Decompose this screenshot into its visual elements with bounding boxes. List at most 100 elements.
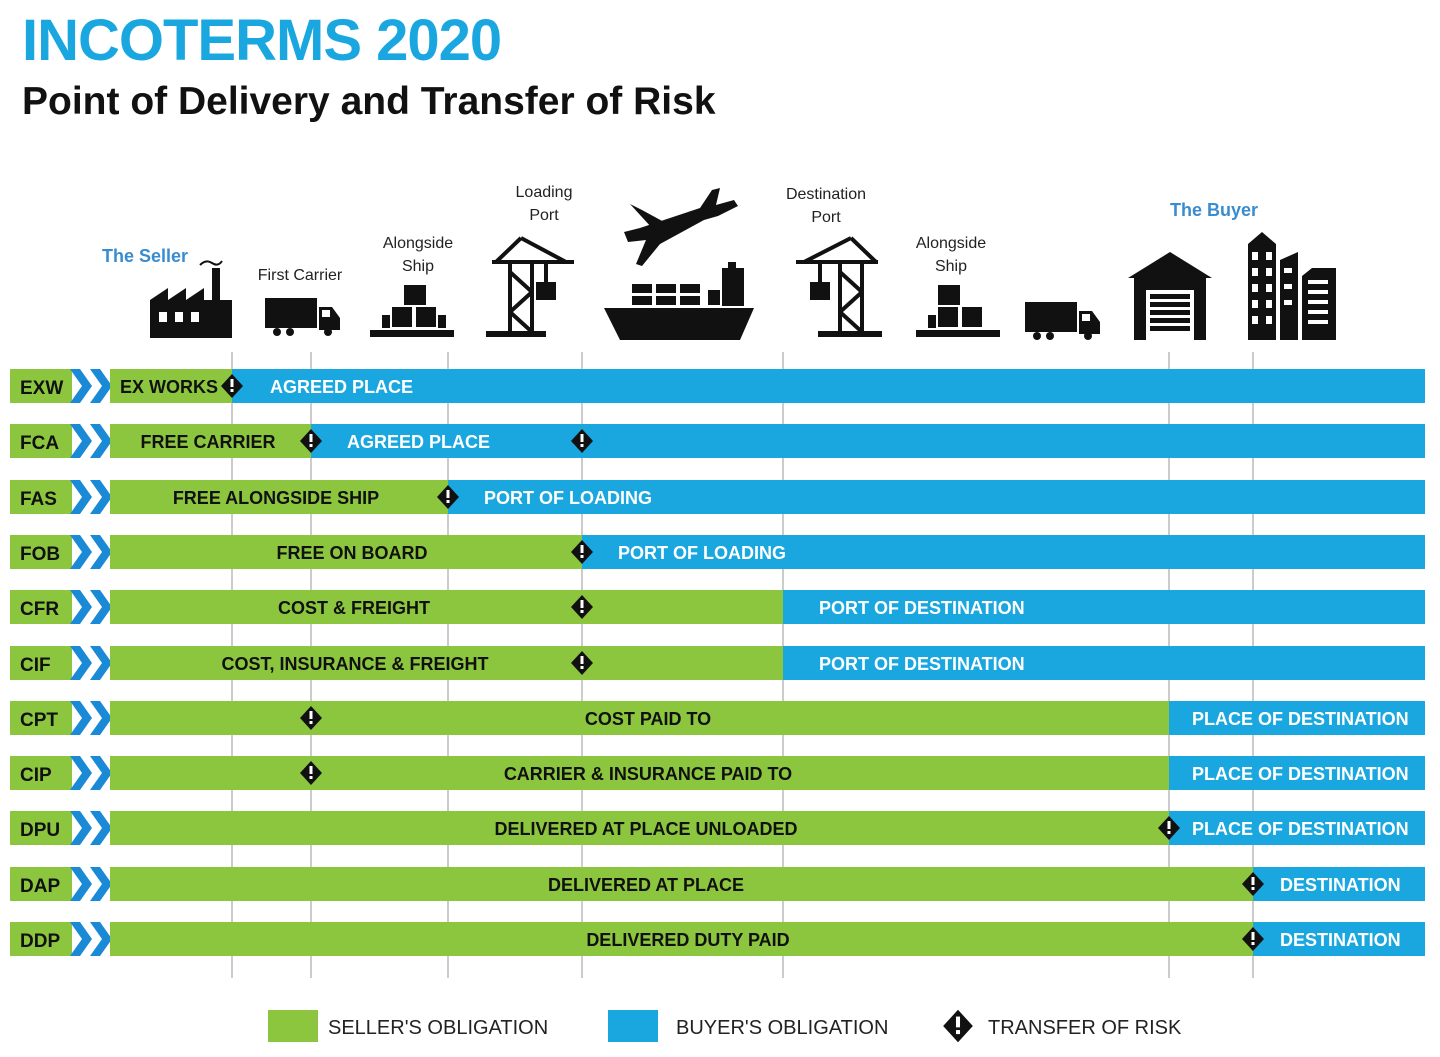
factory-icon	[150, 260, 232, 338]
buyer-obligation-label: PLACE OF DESTINATION	[1192, 764, 1409, 784]
alongside-ship-label-2a: Alongside	[916, 235, 986, 252]
term-code-bg	[10, 756, 72, 790]
seller-obligation-bar	[110, 535, 582, 569]
chevron-icon	[70, 811, 92, 845]
truck-icon	[1025, 302, 1100, 340]
buyer-obligation-bar	[448, 480, 1425, 514]
boxes-icon	[916, 285, 1000, 337]
seller-obligation-bar	[110, 369, 232, 403]
chevron-icon	[90, 646, 112, 680]
loading-port-label-b: Port	[529, 207, 559, 224]
buyer-obligation-label: PORT OF DESTINATION	[819, 654, 1025, 674]
boxes-icon	[370, 285, 454, 337]
chevron-icon	[90, 922, 112, 956]
buyer-obligation-label: PLACE OF DESTINATION	[1192, 709, 1409, 729]
term-code: DPU	[20, 820, 60, 841]
seller-obligation-label: COST & FREIGHT	[278, 598, 430, 618]
chevron-icon	[90, 811, 112, 845]
term-row-cpt: CPT COST PAID TO PLACE OF DESTINATION	[10, 701, 1425, 735]
term-code-bg	[10, 701, 72, 735]
term-row-fca: FCA FREE CARRIER AGREED PLACE	[10, 424, 1425, 458]
seller-obligation-bar	[110, 756, 1169, 790]
buyer-obligation-label: AGREED PLACE	[270, 377, 413, 397]
buyer-obligation-bar	[311, 424, 1425, 458]
ship-icon	[604, 262, 754, 340]
term-code-bg	[10, 535, 72, 569]
crane-icon	[796, 236, 882, 337]
seller-obligation-bar	[110, 867, 1253, 901]
term-code-bg	[10, 424, 72, 458]
chevron-icon	[90, 424, 112, 458]
seller-obligation-label: FREE CARRIER	[140, 432, 275, 452]
truck-icon	[265, 298, 340, 336]
buyer-label: The Buyer	[1170, 200, 1258, 220]
buyer-obligation-bar	[1169, 811, 1425, 845]
destination-port-label-a: Destination	[786, 186, 866, 203]
buildings-icon	[1248, 232, 1336, 340]
seller-obligation-bar	[110, 480, 448, 514]
term-code: CFR	[20, 599, 59, 620]
chevron-icon	[70, 480, 92, 514]
term-row-cif: CIF COST, INSURANCE & FREIGHT PORT OF DEST…	[10, 646, 1425, 680]
chevron-icon	[90, 535, 112, 569]
buyer-obligation-bar	[783, 646, 1425, 680]
chevron-icon	[70, 590, 92, 624]
first-carrier-label: First Carrier	[258, 267, 343, 284]
term-code-bg	[10, 369, 72, 403]
alongside-ship-label-2b: Ship	[935, 258, 967, 275]
chevron-icon	[90, 590, 112, 624]
buyer-obligation-bar	[232, 369, 1425, 403]
term-row-fob: FOB FREE ON BOARD PORT OF LOADING	[10, 535, 1425, 569]
term-code: DDP	[20, 931, 60, 952]
buyer-obligation-label: DESTINATION	[1280, 875, 1401, 895]
buyer-obligation-label: DESTINATION	[1280, 930, 1401, 950]
seller-obligation-bar	[110, 590, 783, 624]
buyer-obligation-label: PORT OF LOADING	[618, 543, 786, 563]
buyer-obligation-bar	[1169, 701, 1425, 735]
legend-risk-label: TRANSFER OF RISK	[988, 1017, 1182, 1039]
term-code: CIF	[20, 655, 51, 676]
chevron-icon	[90, 480, 112, 514]
term-rows: EXW EX WORKS AGREED PLACE FCA FREE CARRIER AG…	[10, 369, 1425, 956]
chevron-icon	[70, 756, 92, 790]
seller-obligation-bar	[110, 922, 1253, 956]
seller-obligation-bar	[110, 424, 311, 458]
legend-seller-label: SELLER'S OBLIGATION	[328, 1017, 548, 1039]
buyer-obligation-label: PLACE OF DESTINATION	[1192, 819, 1409, 839]
term-row-cip: CIP CARRIER & INSURANCE PAID TO PLACE OF D…	[10, 756, 1425, 790]
chevron-icon	[70, 535, 92, 569]
chevron-icon	[90, 867, 112, 901]
buyer-obligation-bar	[1253, 867, 1425, 901]
term-code: FOB	[20, 544, 60, 565]
legend-buyer-swatch	[608, 1010, 658, 1042]
term-code-bg	[10, 480, 72, 514]
chevron-icon	[90, 369, 112, 403]
seller-obligation-bar	[110, 646, 783, 680]
buyer-obligation-bar	[582, 535, 1425, 569]
term-code-bg	[10, 867, 72, 901]
seller-obligation-label: COST, INSURANCE & FREIGHT	[221, 654, 488, 674]
legend-risk-diamond-icon	[943, 1009, 973, 1043]
seller-obligation-label: FREE ON BOARD	[276, 543, 427, 563]
loading-port-label-a: Loading	[516, 184, 573, 201]
chevron-icon	[70, 701, 92, 735]
seller-label: The Seller	[102, 246, 188, 266]
chevron-icon	[70, 369, 92, 403]
seller-obligation-bar	[110, 811, 1169, 845]
term-row-cfr: CFR COST & FREIGHT PORT OF DESTINATION	[10, 590, 1425, 624]
seller-obligation-label: CARRIER & INSURANCE PAID TO	[504, 764, 792, 784]
term-code-bg	[10, 590, 72, 624]
alongside-ship-label-1b: Ship	[402, 258, 434, 275]
term-row-dap: DAP DELIVERED AT PLACE DESTINATION	[10, 867, 1425, 901]
chevron-icon	[70, 424, 92, 458]
seller-obligation-label: DELIVERED AT PLACE UNLOADED	[494, 819, 797, 839]
term-row-exw: EXW EX WORKS AGREED PLACE	[10, 369, 1425, 403]
legend-buyer-label: BUYER'S OBLIGATION	[676, 1017, 888, 1039]
crane-icon	[486, 236, 574, 337]
buyer-obligation-label: AGREED PLACE	[347, 432, 490, 452]
legend-seller-swatch	[268, 1010, 318, 1042]
buyer-obligation-label: PORT OF LOADING	[484, 488, 652, 508]
buyer-obligation-label: PORT OF DESTINATION	[819, 598, 1025, 618]
chevron-icon	[90, 756, 112, 790]
